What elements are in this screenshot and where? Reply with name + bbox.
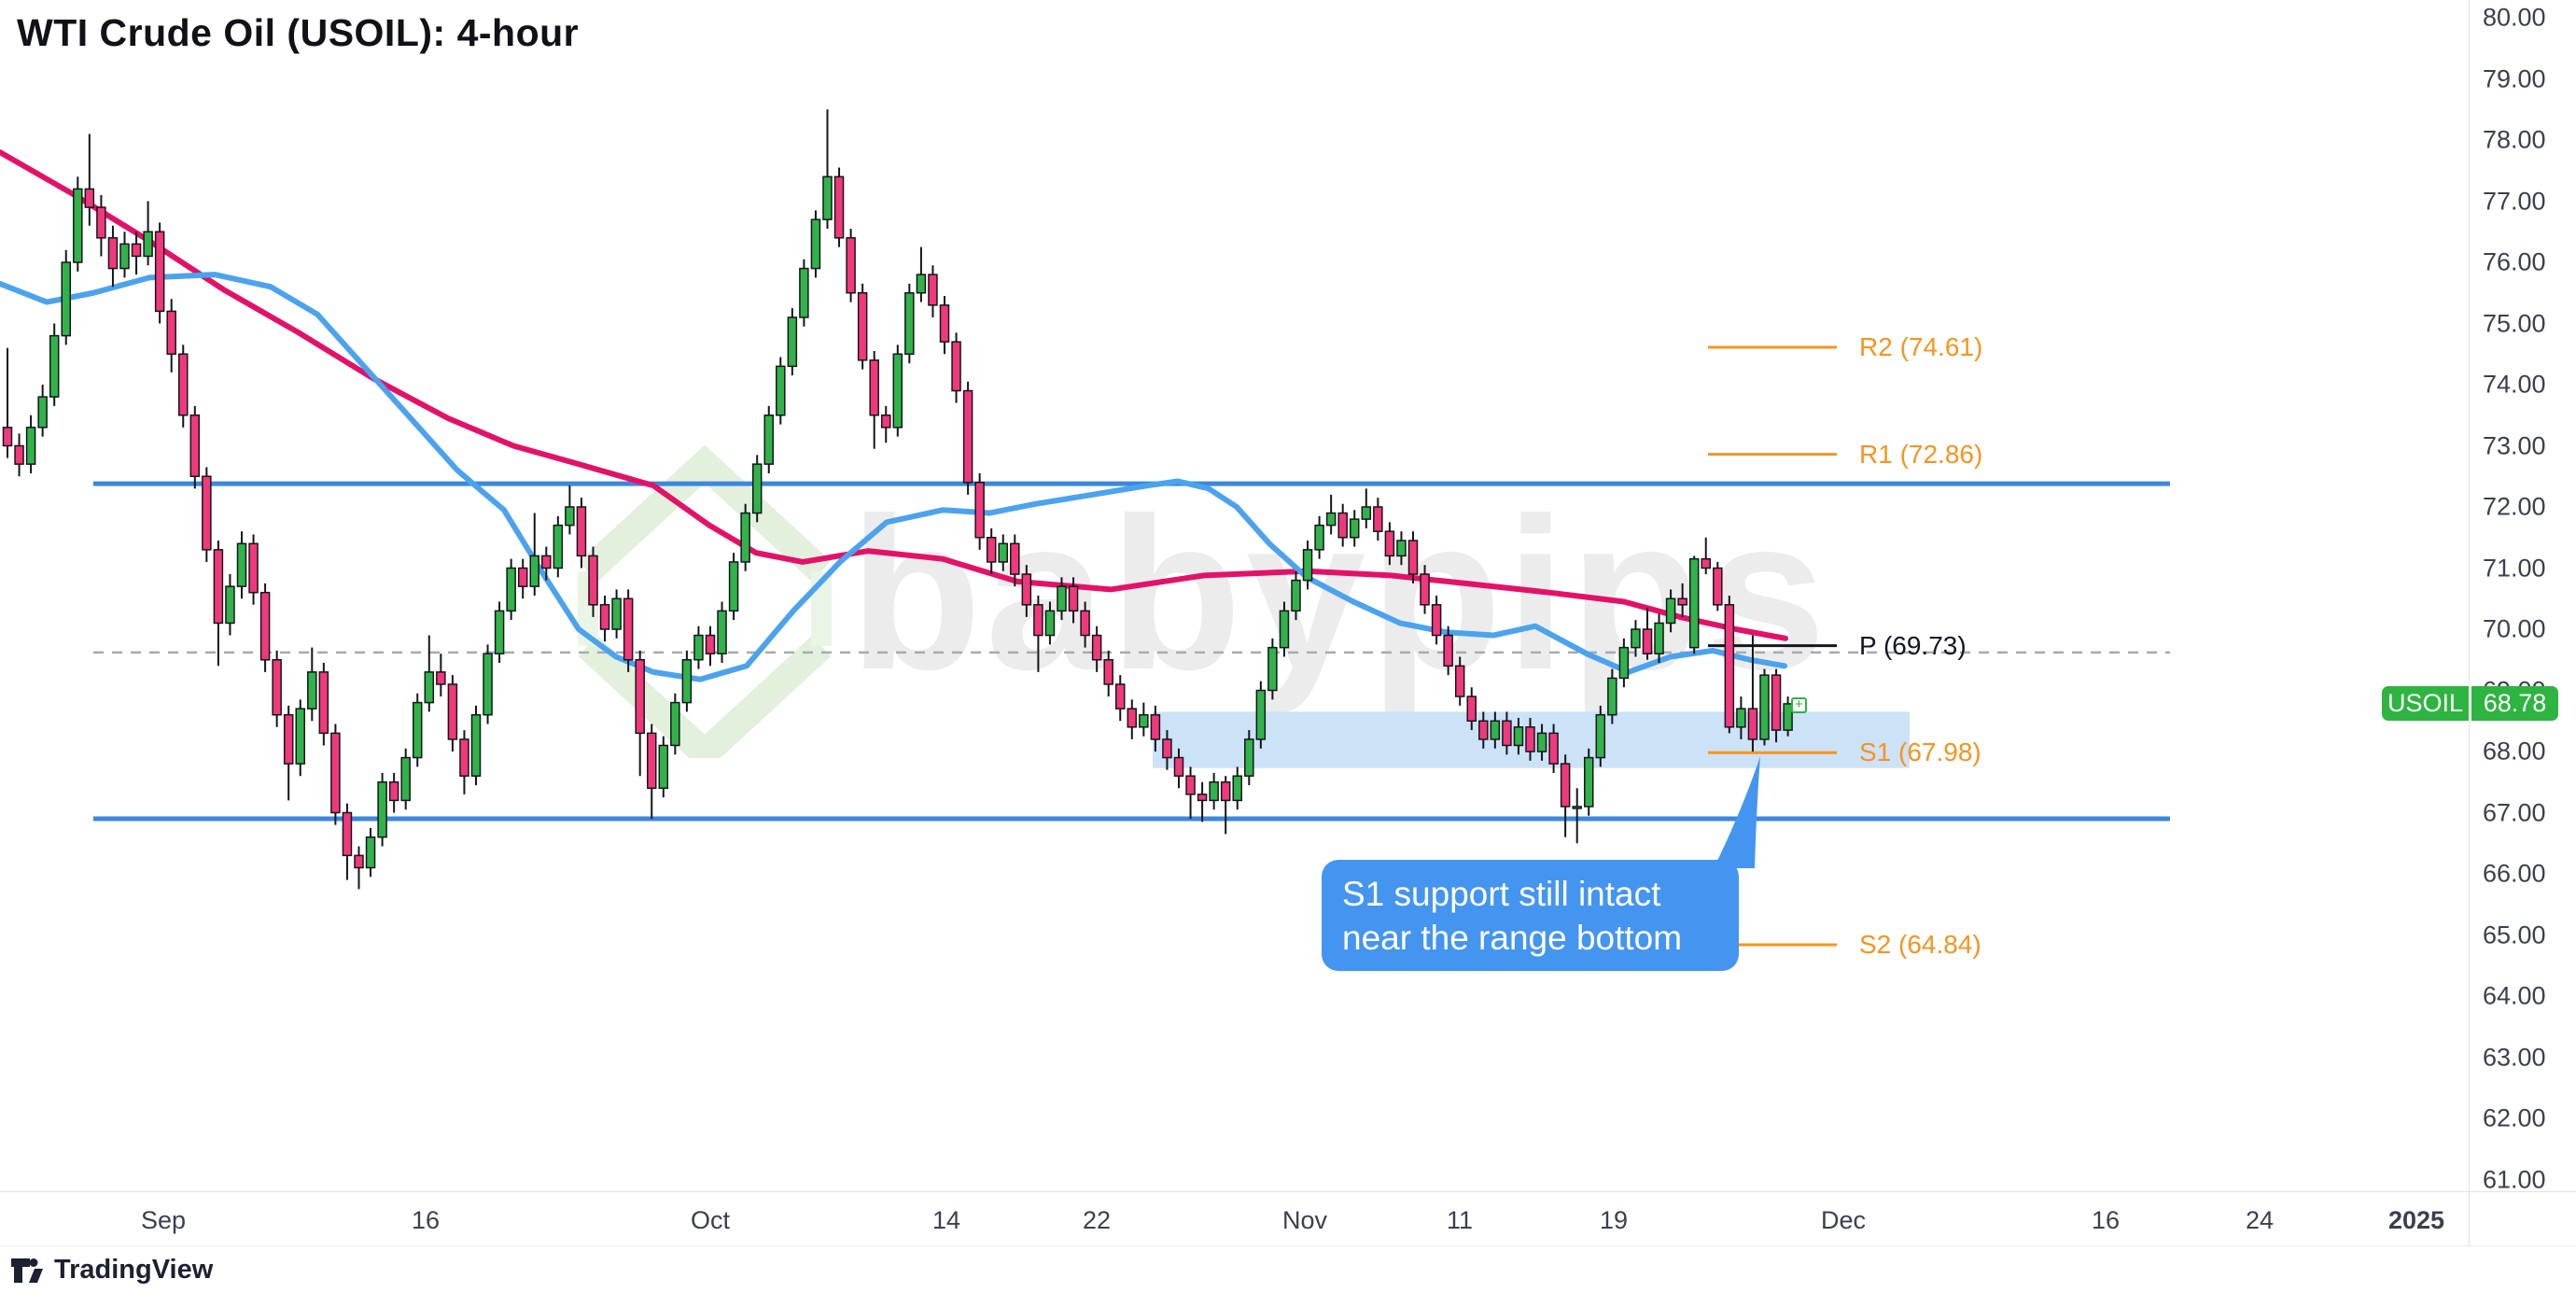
time-tick-Oct: Oct — [690, 1206, 731, 1234]
annotation-line-2: near the range bottom — [1342, 918, 1683, 957]
tradingview-brand-text: TradingView — [54, 1255, 214, 1285]
candle-wicks — [7, 109, 1789, 890]
price-tick-75.00: 75.00 — [2483, 309, 2546, 337]
price-tick-66.00: 66.00 — [2483, 859, 2546, 888]
price-tick-67.00: 67.00 — [2483, 798, 2546, 826]
time-tick-Dec: Dec — [1820, 1206, 1867, 1234]
time-tick-Nov: Nov — [1281, 1206, 1328, 1234]
pivot-label-r2: R2 (74.61) — [1859, 332, 1983, 362]
price-tick-65.00: 65.00 — [2483, 921, 2546, 949]
price-tick-80.00: 80.00 — [2483, 3, 2546, 32]
annotation-callout[interactable]: S1 support still intact near the range b… — [1322, 860, 1739, 971]
tradingview-logo-icon — [11, 1258, 43, 1283]
chip-price: 68.78 — [2471, 686, 2558, 721]
price-tick-71.00: 71.00 — [2483, 554, 2546, 582]
pivot-label-r1: R1 (72.86) — [1859, 439, 1983, 469]
price-tick-76.00: 76.00 — [2483, 247, 2546, 276]
price-tick-72.00: 72.00 — [2483, 492, 2546, 521]
current-bar-marker: + — [1791, 697, 1807, 713]
time-tick-24: 24 — [2245, 1206, 2275, 1234]
price-tick-61.00: 61.00 — [2483, 1165, 2546, 1193]
price-tick-70.00: 70.00 — [2483, 614, 2546, 643]
time-tick-11: 11 — [1446, 1206, 1474, 1234]
price-tick-63.00: 63.00 — [2483, 1043, 2546, 1071]
price-tick-77.00: 77.00 — [2483, 187, 2546, 215]
moving-average-fast — [0, 272, 1787, 682]
time-tick-19: 19 — [1599, 1206, 1629, 1234]
price-tick-78.00: 78.00 — [2483, 125, 2546, 154]
pivot-label-s1: S1 (67.98) — [1859, 738, 1981, 767]
time-tick-Sep: Sep — [140, 1206, 187, 1234]
time-axis-border — [0, 1191, 2576, 1192]
time-tick-22: 22 — [1082, 1206, 1112, 1234]
pivot-label-p: P (69.73) — [1859, 630, 1967, 660]
time-tick-16: 16 — [2091, 1206, 2121, 1234]
time-tick-14: 14 — [931, 1206, 961, 1234]
time-tick-2025: 2025 — [2387, 1206, 2445, 1234]
chart-title: WTI Crude Oil (USOIL): 4-hour — [17, 11, 580, 54]
tradingview-attribution[interactable]: TradingView — [9, 1255, 213, 1286]
price-tick-79.00: 79.00 — [2483, 64, 2546, 92]
chip-symbol: USOIL — [2382, 686, 2471, 721]
price-tick-68.00: 68.00 — [2483, 737, 2546, 766]
symbol-price-chip: USOIL 68.78 — [2382, 686, 2558, 721]
time-tick-16: 16 — [411, 1206, 441, 1234]
price-tick-62.00: 62.00 — [2483, 1103, 2546, 1132]
annotation-line-1: S1 support still intact — [1342, 874, 1661, 913]
candle-bodies — [2, 176, 1793, 869]
time-axis-border-bottom — [0, 1245, 2576, 1246]
price-tick-64.00: 64.00 — [2483, 981, 2546, 1010]
moving-average-slow — [0, 149, 1788, 641]
annotation-callout-tail — [1714, 756, 1760, 868]
price-tick-73.00: 73.00 — [2483, 431, 2546, 459]
price-tick-74.00: 74.00 — [2483, 370, 2546, 399]
pivot-label-s2: S2 (64.84) — [1859, 929, 1981, 959]
price-axis-border — [2469, 0, 2470, 1245]
